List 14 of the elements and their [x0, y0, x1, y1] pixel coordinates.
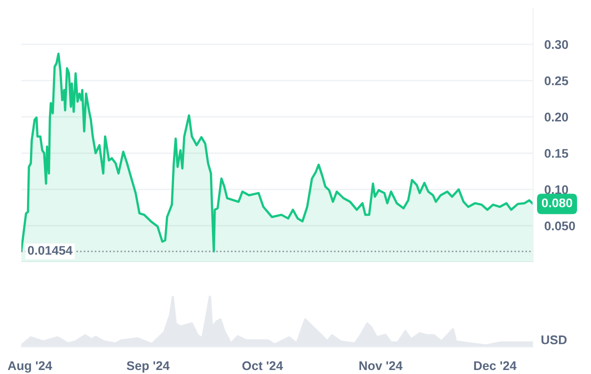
y-tick-label: 0.15 [544, 148, 568, 158]
x-tick-label: Oct '24 [242, 361, 283, 370]
annotation: 0.080 [542, 198, 572, 208]
x-tick-label: Aug '24 [8, 361, 52, 373]
x-tick-label: Nov '24 [359, 361, 403, 370]
x-tick-label: Dec '24 [474, 361, 517, 370]
y-tick-label: 0.050 [544, 222, 575, 230]
y-tick-label: 0.20 [544, 112, 568, 122]
text: USD [542, 335, 567, 344]
ref-line-label: 0.01454 [28, 246, 73, 255]
y-tick-label: 0.25 [544, 76, 568, 86]
y-tick-label: 0.30 [544, 40, 568, 49]
y-tick-label: 0.10 [544, 185, 568, 194]
x-tick-label: Sep '24 [126, 361, 170, 373]
